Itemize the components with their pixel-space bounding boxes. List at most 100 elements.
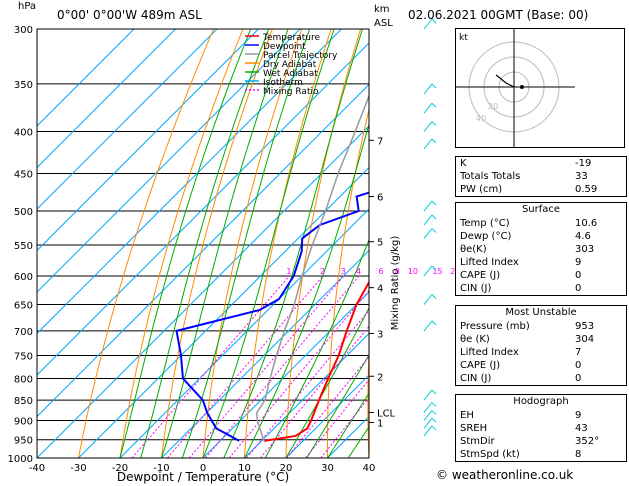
hodograph-row: StmDir 352° (460, 436, 600, 447)
hodograph-row: StmSpd (kt) 8 (460, 449, 582, 460)
wind-barb-flag (431, 83, 437, 89)
k-index-row: K -19 (460, 158, 592, 169)
wind-barb (423, 214, 433, 226)
plot-area (37, 29, 369, 458)
wind-barb-flag (431, 294, 437, 299)
dry-adiabat (367, 341, 369, 458)
wind-barb (423, 228, 433, 239)
wind-barb (423, 294, 433, 305)
wind-barb (423, 102, 433, 114)
isotherm-line (78, 166, 369, 458)
wind-barb (423, 320, 433, 332)
mixing-ratio-line (167, 275, 324, 458)
wind-barb (423, 18, 433, 30)
surface-row: CAPE (J) 0 (460, 270, 582, 281)
mixing-ratio-label: 2 (320, 267, 325, 276)
mixing-ratio-label: 10 (408, 267, 418, 276)
hodograph-frame (455, 28, 625, 148)
wet-adiabat (140, 29, 270, 458)
km-tick-label: 2 (377, 372, 383, 383)
mixing-ratio-axis-label: Mixing Ratio (g/kg) (390, 236, 401, 331)
km-label: km (374, 4, 390, 15)
pressure-tick-label: 850 (14, 396, 33, 407)
wind-barb-flag (431, 228, 437, 233)
mixing-ratio-label: 4 (356, 267, 361, 276)
hodograph-ring-label: 40 (476, 114, 486, 123)
wind-barb-flag (431, 200, 437, 206)
datetime-title: 02.06.2021 00GMT (Base: 00) (408, 8, 588, 22)
wind-barb (423, 402, 433, 413)
wind-barb (423, 138, 433, 150)
legend-entry: Mixing Ratio (263, 87, 319, 97)
isotherm-line (244, 332, 369, 458)
unstable-row: CAPE (J) 0 (460, 360, 582, 371)
isotherm-line (37, 125, 369, 458)
wind-barb (423, 410, 433, 421)
pressure-tick-label: 700 (14, 327, 33, 338)
wind-barb (423, 83, 433, 95)
indices-table: K -19 Totals Totals 33 PW (cm) 0.59 (455, 156, 627, 197)
hodograph-storm-motion (520, 85, 524, 89)
pressure-tick-label: 950 (14, 436, 33, 447)
surface-title: Surface (521, 204, 561, 215)
wind-barb-flag (431, 389, 437, 395)
pw-row: PW (cm) 0.59 (460, 184, 598, 195)
mixing-ratio-label: 15 (432, 267, 442, 276)
isotherm-line (161, 249, 369, 458)
wet-adiabat (181, 29, 311, 458)
mixing-ratio-line (188, 275, 345, 458)
wind-barb-flag (431, 410, 437, 415)
x-axis-label: Dewpoint / Temperature (°C) (117, 470, 289, 484)
wind-barb (423, 121, 433, 132)
temperature-tick-label: -20 (112, 463, 128, 474)
unstable-row: CIN (J) 0 (460, 373, 582, 384)
km-tick-label: 5 (377, 238, 383, 249)
pressure-tick-label: 600 (14, 272, 33, 283)
temperature-tick-label: 30 (321, 463, 334, 474)
wind-barb-flag (431, 18, 437, 24)
unstable-row: Lifted Index 7 (460, 347, 582, 358)
temperature-tick-label: 0 (200, 463, 206, 474)
wind-barb-flag (431, 425, 437, 431)
surface-row: Lifted Index 9 (460, 257, 582, 268)
temperature-tick-label: -40 (29, 463, 45, 474)
asl-label: ASL (374, 18, 393, 29)
pressure-tick-label: 400 (14, 128, 33, 139)
isotherm-line (202, 291, 369, 458)
hodograph-trace (495, 74, 515, 88)
plot-frame (36, 28, 370, 459)
series-temperature (263, 280, 369, 442)
pressure-tick-label: 800 (14, 374, 33, 385)
dry-adiabat (244, 29, 332, 458)
temperature-tick-label: 10 (238, 463, 251, 474)
hodograph-title: Hodograph (513, 396, 569, 407)
legend-entry: Dewpoint (263, 42, 306, 52)
isotherm-line (37, 42, 369, 376)
wind-barb-flag (431, 417, 437, 423)
wind-barb (423, 265, 433, 277)
pressure-tick-label: 900 (14, 416, 33, 427)
dry-adiabat (78, 29, 215, 458)
isotherm-line (37, 29, 176, 169)
pressure-tick-label: 550 (14, 241, 33, 252)
pressure-tick-label: 750 (14, 351, 33, 362)
hodograph-kt-label: kt (459, 33, 468, 43)
km-tick-label: 4 (377, 284, 383, 295)
surface-row: CIN (J) 0 (460, 283, 582, 294)
wind-barb-flag (431, 402, 437, 407)
hodograph-table: Hodograph EH 9 SREH 43 StmDir 352° StmSpd (… (455, 394, 627, 462)
wind-barb (423, 417, 433, 429)
mixing-ratio-line (228, 289, 369, 458)
wet-adiabat (306, 354, 369, 458)
dry-adiabat (161, 29, 273, 458)
wind-barb-flag (431, 138, 437, 144)
unstable-title: Most Unstable (505, 307, 577, 318)
km-tick-label: 3 (377, 329, 383, 340)
pressure-tick-label: 450 (14, 169, 33, 180)
isotherm-line (37, 29, 218, 210)
pressure-tick-label: 1000 (8, 454, 33, 465)
mixing-ratio-line (131, 275, 290, 458)
km-tick-label: LCL (377, 408, 396, 419)
